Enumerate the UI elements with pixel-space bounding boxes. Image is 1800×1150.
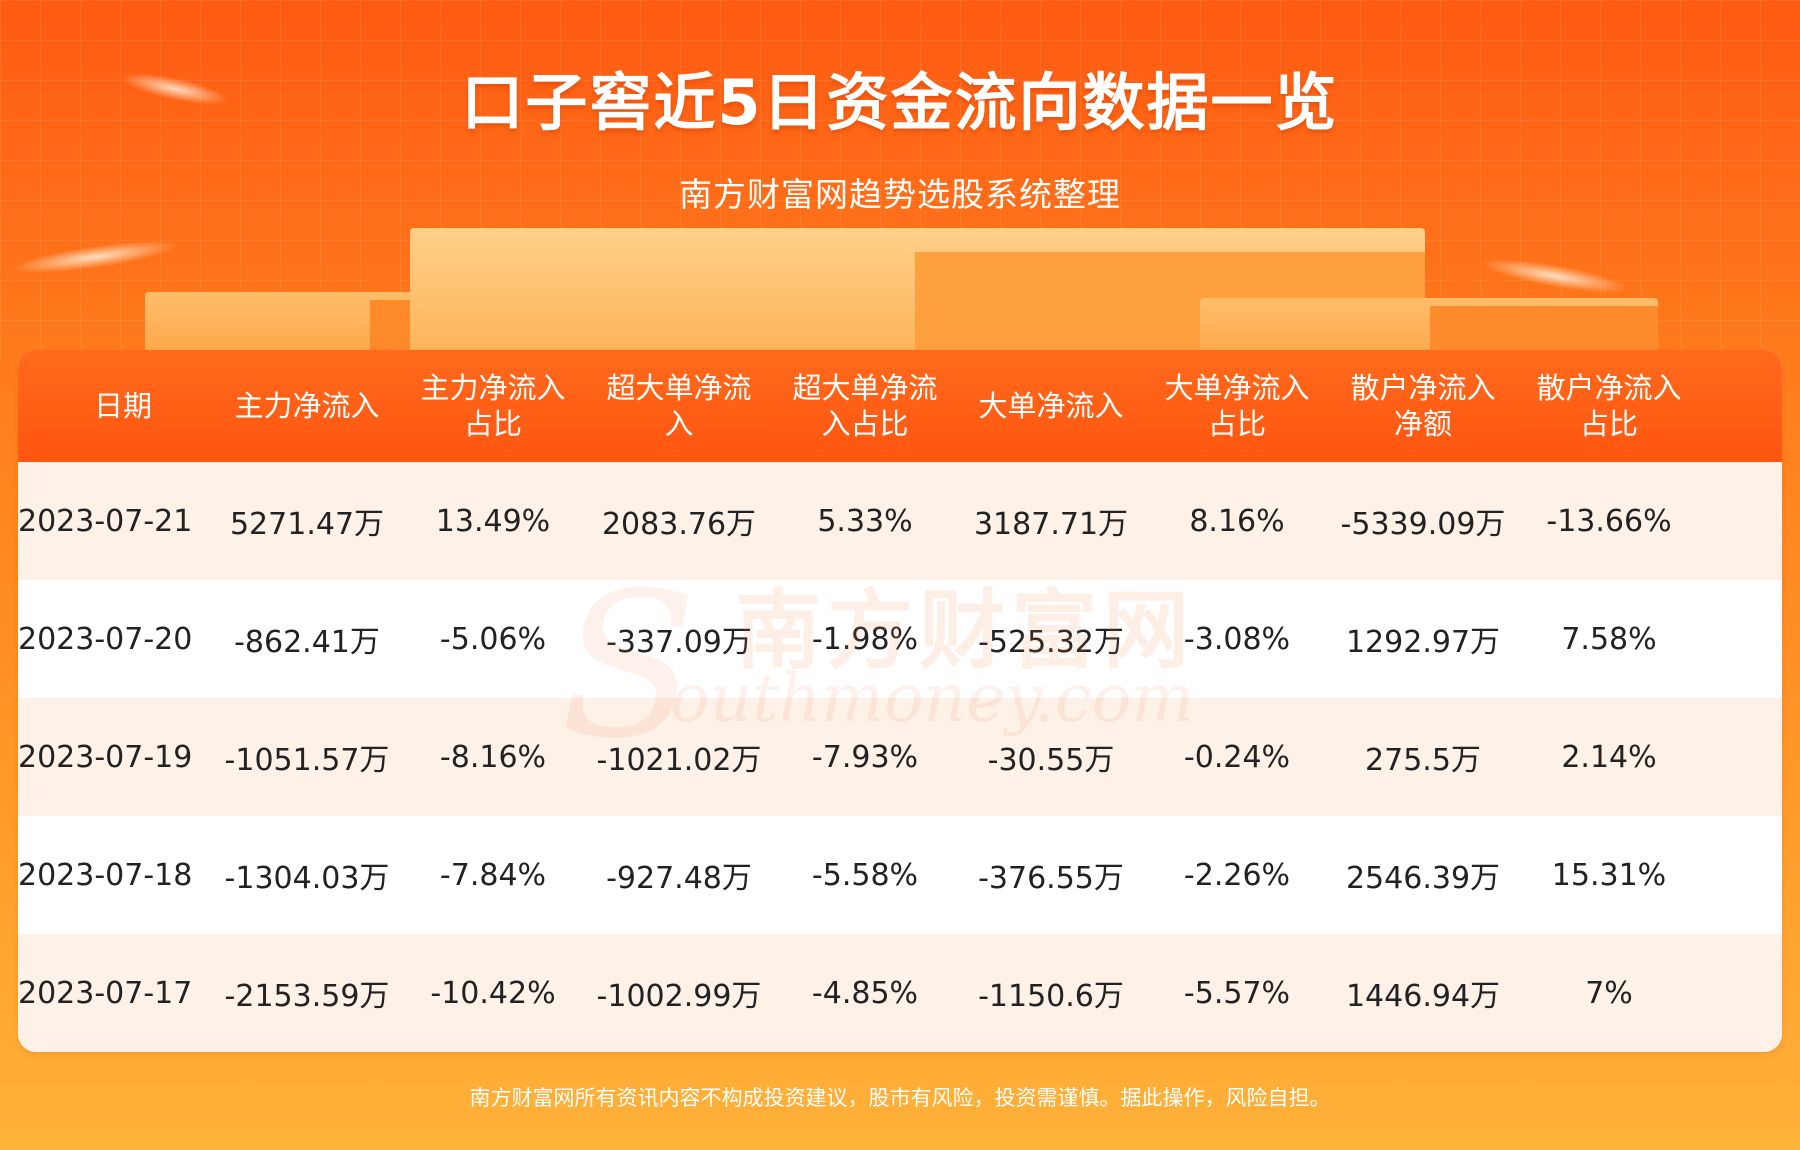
- cell-large-net-inflow: -376.55万: [978, 861, 1124, 896]
- cell-super-large-net-inflow: 2083.76万: [601, 507, 757, 542]
- table-row: 2023-07-18 -1304.03万 -7.84% -927.48万 -5.…: [18, 816, 1782, 934]
- cell-retail-net-inflow-ratio: 15.31%: [1551, 857, 1667, 893]
- cell-large-net-inflow: -30.55万: [987, 743, 1115, 778]
- page-title: 口子窖近5日资金流向数据一览: [461, 66, 1339, 139]
- cell-main-net-inflow-ratio: 13.49%: [435, 503, 551, 539]
- column-header-super-large-net-inflow-ratio: 超大单净流 入占比: [792, 371, 938, 441]
- cell-super-large-net-inflow-ratio: -1.98%: [811, 621, 919, 657]
- cell-large-net-inflow-ratio: -0.24%: [1183, 739, 1291, 775]
- column-header-retail-net-inflow-ratio: 散户净流入 占比: [1536, 371, 1682, 441]
- cell-main-net-inflow-ratio: -5.06%: [439, 621, 547, 657]
- cell-retail-net-inflow: 275.5万: [1365, 743, 1481, 778]
- column-header-retail-net-inflow: 散户净流入 净额: [1350, 371, 1496, 441]
- cell-large-net-inflow-ratio: -2.26%: [1183, 857, 1291, 893]
- cell-retail-net-inflow: 2546.39万: [1345, 861, 1501, 896]
- cell-large-net-inflow-ratio: -5.57%: [1183, 975, 1291, 1011]
- cell-super-large-net-inflow: -1021.02万: [596, 743, 762, 778]
- cell-super-large-net-inflow-ratio: 5.33%: [817, 503, 913, 539]
- footer-disclaimer: 南方财富网所有资讯内容不构成投资建议，股市有风险，投资需谨慎。据此操作，风险自担…: [469, 1086, 1331, 1110]
- cell-retail-net-inflow-ratio: 7.58%: [1561, 621, 1657, 657]
- cell-date: 2023-07-18: [18, 857, 193, 893]
- column-header-large-net-inflow: 大单净流入: [978, 389, 1124, 423]
- data-table-panel: 日期 主力净流入 主力净流入 占比 超大单净流 入 超大单净流 入占比 大单净流…: [18, 350, 1782, 1052]
- cell-large-net-inflow: -1150.6万: [978, 979, 1124, 1014]
- page-subtitle: 南方财富网趋势选股系统整理: [679, 175, 1121, 214]
- column-header-main-net-inflow: 主力净流入: [234, 389, 380, 423]
- cell-retail-net-inflow: 1292.97万: [1345, 625, 1501, 660]
- cell-retail-net-inflow-ratio: -13.66%: [1546, 503, 1672, 539]
- cell-super-large-net-inflow-ratio: -5.58%: [811, 857, 919, 893]
- column-header-super-large-net-inflow: 超大单净流 入: [606, 371, 752, 441]
- column-header-main-net-inflow-ratio: 主力净流入 占比: [420, 371, 566, 441]
- cell-date: 2023-07-21: [18, 503, 193, 539]
- cell-large-net-inflow: 3187.71万: [973, 507, 1129, 542]
- table-row: 2023-07-21 5271.47万 13.49% 2083.76万 5.33…: [18, 462, 1782, 580]
- cell-main-net-inflow: -862.41万: [234, 625, 380, 660]
- cell-large-net-inflow: -525.32万: [978, 625, 1124, 660]
- cell-large-net-inflow-ratio: -3.08%: [1183, 621, 1291, 657]
- cell-main-net-inflow: -2153.59万: [224, 979, 390, 1014]
- column-header-date: 日期: [93, 389, 152, 423]
- table-row: 2023-07-17 -2153.59万 -10.42% -1002.99万 -…: [18, 934, 1782, 1052]
- cell-large-net-inflow-ratio: 8.16%: [1189, 503, 1285, 539]
- cell-super-large-net-inflow-ratio: -4.85%: [811, 975, 919, 1011]
- column-header-large-net-inflow-ratio: 大单净流入 占比: [1164, 371, 1310, 441]
- cell-retail-net-inflow-ratio: 2.14%: [1561, 739, 1657, 775]
- cell-super-large-net-inflow: -337.09万: [606, 625, 752, 660]
- cell-main-net-inflow: -1304.03万: [224, 861, 390, 896]
- cell-date: 2023-07-19: [18, 739, 193, 775]
- cell-date: 2023-07-20: [18, 621, 193, 657]
- table-row: 2023-07-20 -862.41万 -5.06% -337.09万 -1.9…: [18, 580, 1782, 698]
- cell-retail-net-inflow-ratio: 7%: [1585, 975, 1633, 1011]
- cell-main-net-inflow-ratio: -7.84%: [439, 857, 547, 893]
- cell-main-net-inflow: -1051.57万: [224, 743, 390, 778]
- cell-main-net-inflow-ratio: -10.42%: [430, 975, 556, 1011]
- cell-main-net-inflow: 5271.47万: [229, 507, 385, 542]
- table-row: 2023-07-19 -1051.57万 -8.16% -1021.02万 -7…: [18, 698, 1782, 816]
- cell-retail-net-inflow: 1446.94万: [1345, 979, 1501, 1014]
- cell-date: 2023-07-17: [18, 975, 193, 1011]
- cell-retail-net-inflow: -5339.09万: [1340, 507, 1506, 542]
- cell-main-net-inflow-ratio: -8.16%: [439, 739, 547, 775]
- cell-super-large-net-inflow: -1002.99万: [596, 979, 762, 1014]
- cell-super-large-net-inflow-ratio: -7.93%: [811, 739, 919, 775]
- cell-super-large-net-inflow: -927.48万: [606, 861, 752, 896]
- table-header: 日期 主力净流入 主力净流入 占比 超大单净流 入 超大单净流 入占比 大单净流…: [18, 350, 1782, 462]
